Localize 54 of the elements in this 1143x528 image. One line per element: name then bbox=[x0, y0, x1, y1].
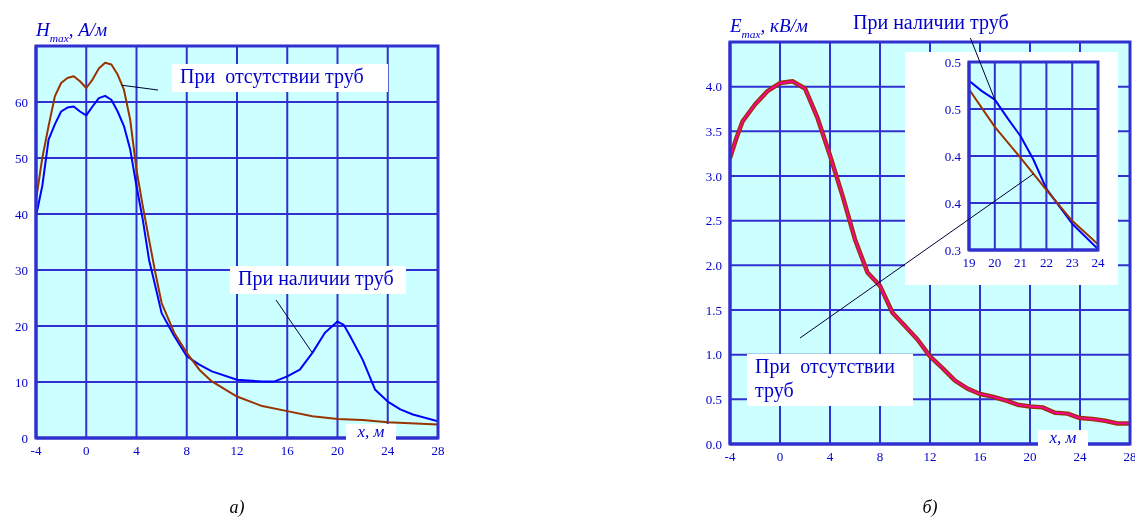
y-tick-label: 0.4 bbox=[944, 195, 962, 211]
y-tick-label: 1.0 bbox=[705, 347, 722, 363]
y-axis-title: H$_{max}$, А/м bbox=[35, 19, 108, 44]
x-tick-label: 22 bbox=[1039, 255, 1053, 271]
x-tick-label: 21 bbox=[1014, 255, 1028, 271]
x-tick-label: 12 bbox=[230, 443, 244, 459]
x-tick-label: 20 bbox=[331, 443, 344, 459]
y-tick-label: 10 bbox=[15, 374, 28, 390]
y-tick-label: 3.0 bbox=[705, 168, 722, 184]
y-tick-label: 3.5 bbox=[705, 123, 722, 139]
y-tick-label: 2.5 bbox=[705, 213, 722, 229]
y-tick-label: 4.0 bbox=[705, 79, 722, 95]
y-tick-label: 0.5 bbox=[944, 101, 961, 117]
y-tick-label: 0.5 bbox=[944, 54, 961, 70]
x-tick-label: 16 bbox=[973, 449, 987, 465]
y-tick-label: 40 bbox=[15, 206, 28, 222]
x-tick-label: 8 bbox=[183, 443, 190, 459]
x-tick-label: -4 bbox=[724, 449, 736, 465]
x-tick-label: 20 bbox=[988, 255, 1002, 271]
y-tick-label: 1.5 bbox=[705, 302, 722, 318]
y-tick-label: 0 bbox=[21, 430, 28, 446]
x-tick-label: 23 bbox=[1065, 255, 1079, 271]
x-tick-label: 16 bbox=[280, 443, 295, 459]
text: б) bbox=[922, 497, 938, 518]
x-tick-label: 20 bbox=[1023, 449, 1037, 465]
x-tick-label: 0 bbox=[83, 443, 90, 459]
x-tick-label: 12 bbox=[923, 449, 937, 465]
x-tick-label: 24 bbox=[381, 443, 395, 459]
y-tick-label: 0.5 bbox=[705, 391, 722, 407]
x-tick-label: 4 bbox=[826, 449, 834, 465]
x-tick-label: 8 bbox=[876, 449, 884, 465]
annotation: При отсутствии труб bbox=[180, 65, 364, 88]
x-tick-label: 0 bbox=[776, 449, 784, 465]
y-tick-label: 30 bbox=[15, 262, 28, 278]
y-tick-label: 50 bbox=[15, 150, 28, 166]
y-tick-label: 0.4 bbox=[944, 148, 962, 164]
annotation: При отсутствии труб bbox=[755, 355, 896, 402]
x-axis-title: x, м bbox=[356, 422, 385, 441]
y-tick-label: 2.0 bbox=[705, 257, 722, 273]
x-tick-label: -4 bbox=[30, 443, 42, 459]
text: а) bbox=[229, 497, 245, 518]
x-axis-title: x, м bbox=[1048, 428, 1077, 447]
y-tick-label: 0.3 bbox=[944, 242, 961, 258]
y-tick-label: 60 bbox=[15, 94, 28, 110]
y-axis-title: E$_{max}$, кВ/м bbox=[729, 15, 808, 40]
x-tick-label: 28 bbox=[431, 443, 445, 459]
annotation: При наличии труб bbox=[238, 267, 394, 290]
x-tick-label: 19 bbox=[962, 255, 976, 271]
annotation: При наличии труб bbox=[853, 11, 1009, 34]
y-tick-label: 20 bbox=[15, 318, 28, 334]
x-tick-label: 24 bbox=[1073, 449, 1087, 465]
x-tick-label: 24 bbox=[1091, 255, 1105, 271]
x-tick-label: 4 bbox=[133, 443, 141, 459]
y-tick-label: 0.0 bbox=[705, 436, 722, 452]
